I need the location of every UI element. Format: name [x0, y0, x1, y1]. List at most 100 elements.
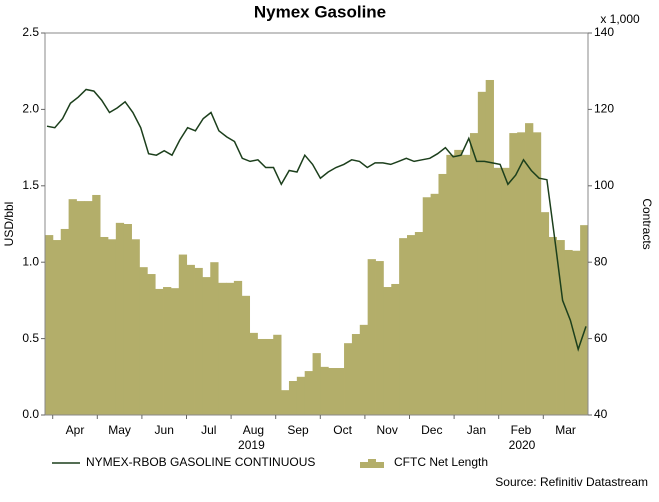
- area-bar: [422, 197, 432, 415]
- area-bar: [52, 240, 62, 415]
- area-bar: [548, 236, 557, 415]
- y2-tick-label: 120: [594, 102, 614, 116]
- area-bar: [469, 133, 479, 416]
- plot-frame: [44, 32, 589, 416]
- x-year-label: 2020: [509, 438, 536, 452]
- area-bar: [131, 239, 140, 415]
- x-tick-label: Mar: [555, 423, 576, 437]
- legend-label: CFTC Net Length: [394, 455, 488, 469]
- y-tick-label: 1.0: [22, 254, 39, 268]
- area-bar: [493, 167, 502, 415]
- area-bar: [312, 353, 321, 415]
- x-tick-label: Feb: [511, 423, 532, 437]
- area-bar: [178, 254, 188, 415]
- area-bar: [454, 149, 463, 415]
- area-bar: [84, 201, 93, 415]
- x-tick-label: Dec: [421, 423, 442, 437]
- x-tick-label: Sep: [287, 423, 309, 437]
- x-tick-label: Jan: [467, 423, 486, 437]
- area-bar: [68, 199, 77, 415]
- legend-label: NYMEX-RBOB GASOLINE CONTINUOUS: [86, 455, 315, 469]
- x-tick-label: Nov: [377, 423, 398, 437]
- area-bar: [367, 259, 376, 415]
- area-bar: [336, 368, 345, 415]
- area-bar: [580, 225, 589, 415]
- area-bar: [100, 236, 109, 415]
- area-bar: [320, 366, 329, 415]
- area-bar: [477, 91, 487, 415]
- area-bar: [249, 332, 258, 415]
- area-bar: [564, 249, 573, 415]
- x-tick-label: Jun: [155, 423, 174, 437]
- x-tick-label: Jul: [201, 423, 216, 437]
- area-bar: [485, 79, 494, 416]
- area-bar: [147, 274, 156, 415]
- area-bar: [407, 235, 416, 415]
- area-bar: [517, 132, 526, 415]
- area-bar: [60, 228, 70, 415]
- area-bar: [115, 222, 125, 415]
- source: Source: Refinitiv Datastream: [495, 475, 648, 489]
- area-bar: [509, 133, 518, 416]
- area-bar: [351, 334, 361, 415]
- area-bar: [155, 288, 164, 415]
- area-bar: [186, 264, 195, 415]
- area-bar: [92, 194, 101, 415]
- area-bar: [540, 212, 550, 415]
- x-year-label: 2019: [238, 438, 265, 452]
- area-bar: [139, 267, 148, 415]
- area-bar: [572, 250, 581, 415]
- area-bar: [76, 201, 85, 415]
- area-bar: [273, 334, 282, 415]
- area-bar: [430, 193, 439, 415]
- y-tick-label: 2.5: [22, 25, 39, 39]
- area-bar: [170, 288, 180, 415]
- y-tick-label: 2.0: [22, 102, 39, 116]
- y2-axis-label: Contracts: [640, 198, 654, 249]
- chart-title: Nymex Gasoline: [254, 2, 386, 21]
- x-tick-label: Apr: [66, 423, 85, 437]
- y2-tick-label: 80: [594, 254, 608, 268]
- area-bar: [265, 338, 274, 415]
- x-tick-label: May: [108, 423, 131, 437]
- area-bar: [375, 261, 384, 415]
- area-bar: [107, 239, 117, 415]
- area-bar: [257, 338, 266, 415]
- area-bar: [163, 287, 172, 415]
- y-tick-label: 1.5: [22, 178, 39, 192]
- area-bar: [241, 295, 251, 415]
- area-bar: [281, 390, 290, 415]
- area-bar: [344, 343, 353, 415]
- area-bar: [438, 173, 447, 415]
- area-bar: [391, 283, 400, 415]
- area-bar: [226, 282, 235, 415]
- area-bar: [414, 232, 424, 415]
- y-tick-label: 0.5: [22, 331, 39, 345]
- y2-tick-label: 140: [594, 25, 614, 39]
- area-bar: [525, 123, 534, 415]
- area-bar: [501, 167, 510, 415]
- area-bar: [462, 154, 471, 415]
- y2-tick-label: 40: [594, 407, 608, 421]
- x-tick-label: Aug: [243, 423, 264, 437]
- x-tick-label: Oct: [333, 423, 352, 437]
- area-bar: [446, 154, 455, 415]
- area-bar: [218, 282, 227, 415]
- legend-area: [360, 459, 384, 468]
- area-bar: [383, 287, 392, 415]
- area-bar: [202, 277, 211, 415]
- area-bar: [233, 280, 243, 415]
- price-line: [46, 88, 587, 352]
- y2-unit: x 1,000: [600, 12, 640, 26]
- area-bar: [328, 368, 337, 415]
- area-bar: [45, 235, 54, 415]
- area-bar: [288, 381, 298, 415]
- y-axis-label: USD/bbl: [2, 202, 16, 247]
- y2-tick-label: 60: [594, 331, 608, 345]
- y2-tick-label: 100: [594, 178, 614, 192]
- area-bar: [194, 267, 203, 415]
- area-bar: [399, 238, 408, 415]
- area-bar: [556, 240, 565, 415]
